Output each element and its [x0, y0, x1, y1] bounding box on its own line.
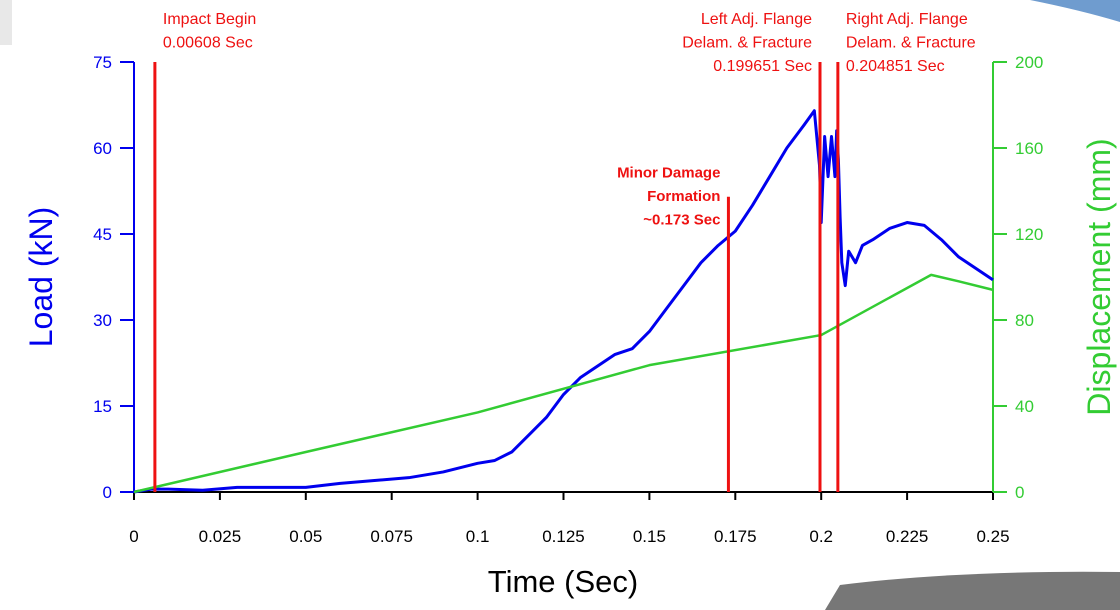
y2-tick-label: 120 — [1015, 225, 1043, 244]
data-line — [133, 273, 994, 494]
y2-tick-label: 200 — [1015, 53, 1043, 72]
x-tick-label: 0.225 — [886, 527, 929, 546]
annotation-text: Left Adj. Flange — [701, 11, 812, 28]
annotation-text: 0.204851 Sec — [846, 58, 945, 75]
y-tick-label: 0 — [103, 483, 112, 502]
annotation-text: ~0.173 Sec — [643, 212, 720, 229]
y2-tick-label: 160 — [1015, 139, 1043, 158]
y2-tick-label: 80 — [1015, 311, 1034, 330]
y2-axis-label: Displacement (mm) — [1081, 138, 1117, 415]
annotation-text: Formation — [647, 188, 720, 205]
y-tick-label: 30 — [93, 311, 112, 330]
corner-decoration — [1030, 0, 1120, 22]
x-axis-label: Time (Sec) — [488, 564, 638, 599]
data-line — [133, 109, 994, 494]
annotation-text: 0.199651 Sec — [713, 58, 812, 75]
x-tick-label: 0.025 — [199, 527, 242, 546]
y-tick-label: 45 — [93, 225, 112, 244]
annotation-text: Delam. & Fracture — [846, 35, 976, 52]
annotation-text: Impact Begin — [163, 11, 256, 28]
y-axis-label: Load (kN) — [23, 207, 59, 348]
photo-decoration — [825, 571, 1120, 610]
x-tick-label: 0.1 — [466, 527, 490, 546]
annotation-text: Minor Damage — [617, 165, 720, 182]
x-tick-label: 0.25 — [976, 527, 1009, 546]
annotation-text: Right Adj. Flange — [846, 11, 968, 28]
edge-decoration — [0, 0, 12, 45]
x-tick-label: 0.075 — [370, 527, 413, 546]
y2-tick-label: 40 — [1015, 397, 1034, 416]
x-tick-label: 0.05 — [289, 527, 322, 546]
x-tick-label: 0.2 — [809, 527, 833, 546]
x-tick-label: 0 — [129, 527, 138, 546]
y2-tick-label: 0 — [1015, 483, 1024, 502]
annotation-text: 0.00608 Sec — [163, 35, 253, 52]
y-tick-label: 75 — [93, 53, 112, 72]
y-tick-label: 15 — [93, 397, 112, 416]
y-tick-label: 60 — [93, 139, 112, 158]
x-tick-label: 0.125 — [542, 527, 585, 546]
x-tick-label: 0.175 — [714, 527, 757, 546]
annotation-text: Delam. & Fracture — [682, 35, 812, 52]
x-tick-label: 0.15 — [633, 527, 666, 546]
